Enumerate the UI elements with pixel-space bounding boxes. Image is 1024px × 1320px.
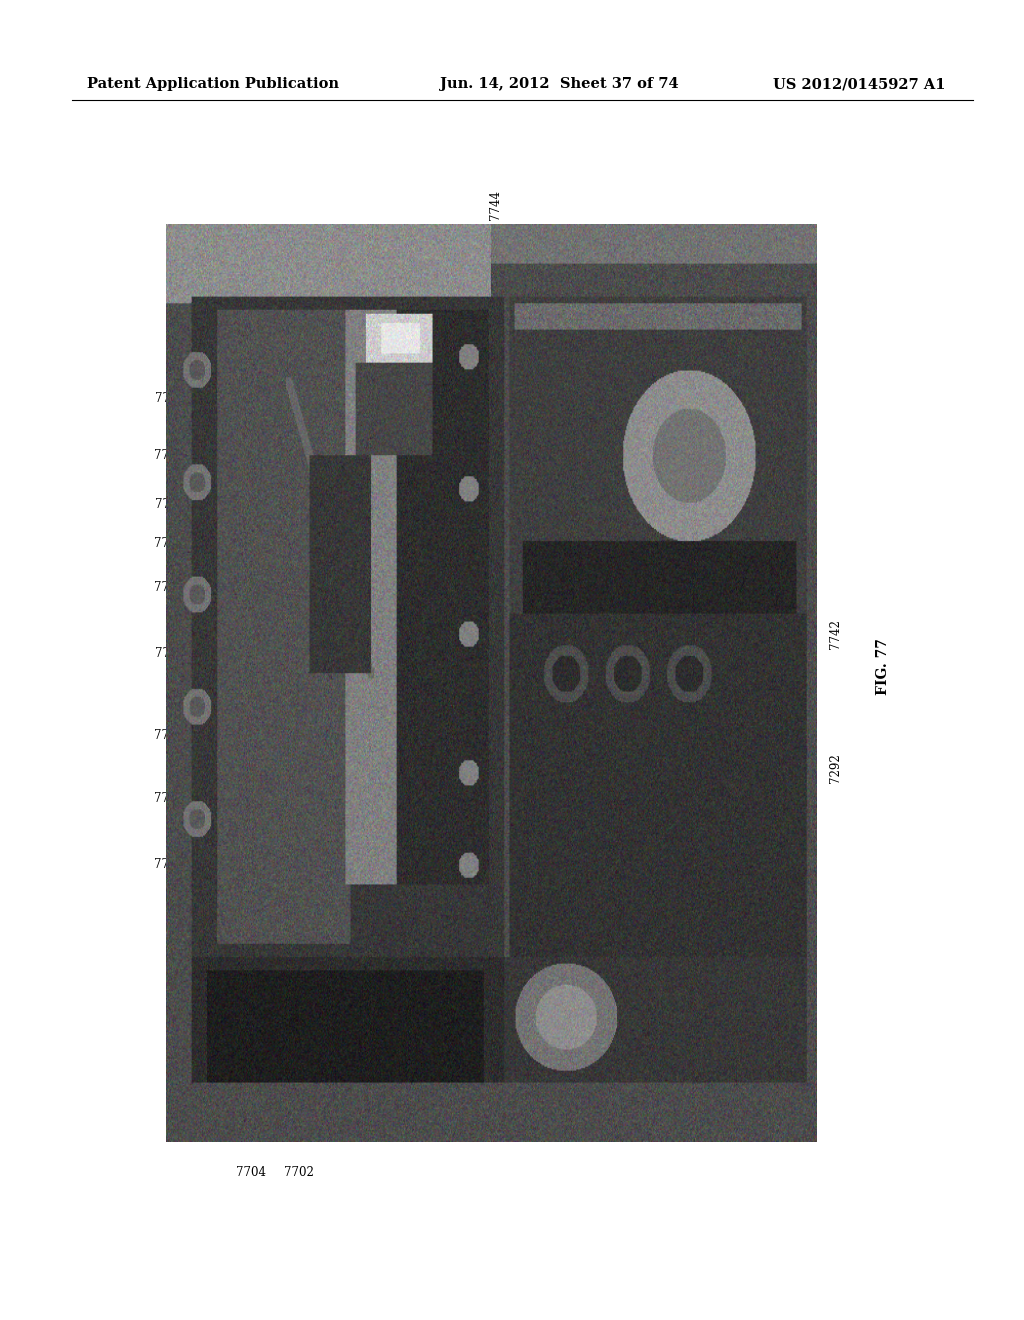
Text: 7744: 7744: [489, 190, 502, 219]
Text: 7708: 7708: [155, 792, 184, 805]
Bar: [205, 308, 478, 894]
Bar: [205, 894, 478, 1014]
Text: 7720: 7720: [155, 449, 184, 462]
Text: FIG. 77: FIG. 77: [876, 638, 890, 696]
Text: 7714: 7714: [155, 729, 184, 742]
Text: 7704: 7704: [236, 1166, 266, 1179]
Text: 7712: 7712: [155, 647, 184, 660]
Text: 7292: 7292: [829, 754, 843, 783]
Text: 7706: 7706: [155, 858, 184, 871]
Text: 7722: 7722: [155, 392, 184, 405]
Text: 7732: 7732: [459, 1027, 484, 1036]
Text: Jun. 14, 2012  Sheet 37 of 74: Jun. 14, 2012 Sheet 37 of 74: [440, 78, 679, 91]
Text: 7716: 7716: [155, 581, 184, 594]
Text: US 2012/0145927 A1: US 2012/0145927 A1: [773, 78, 945, 91]
Text: Patent Application Publication: Patent Application Publication: [87, 78, 339, 91]
Text: 7718: 7718: [155, 498, 184, 511]
Text: 7702: 7702: [284, 1166, 314, 1179]
Text: 7742: 7742: [829, 619, 843, 648]
Text: 7744: 7744: [155, 537, 184, 550]
